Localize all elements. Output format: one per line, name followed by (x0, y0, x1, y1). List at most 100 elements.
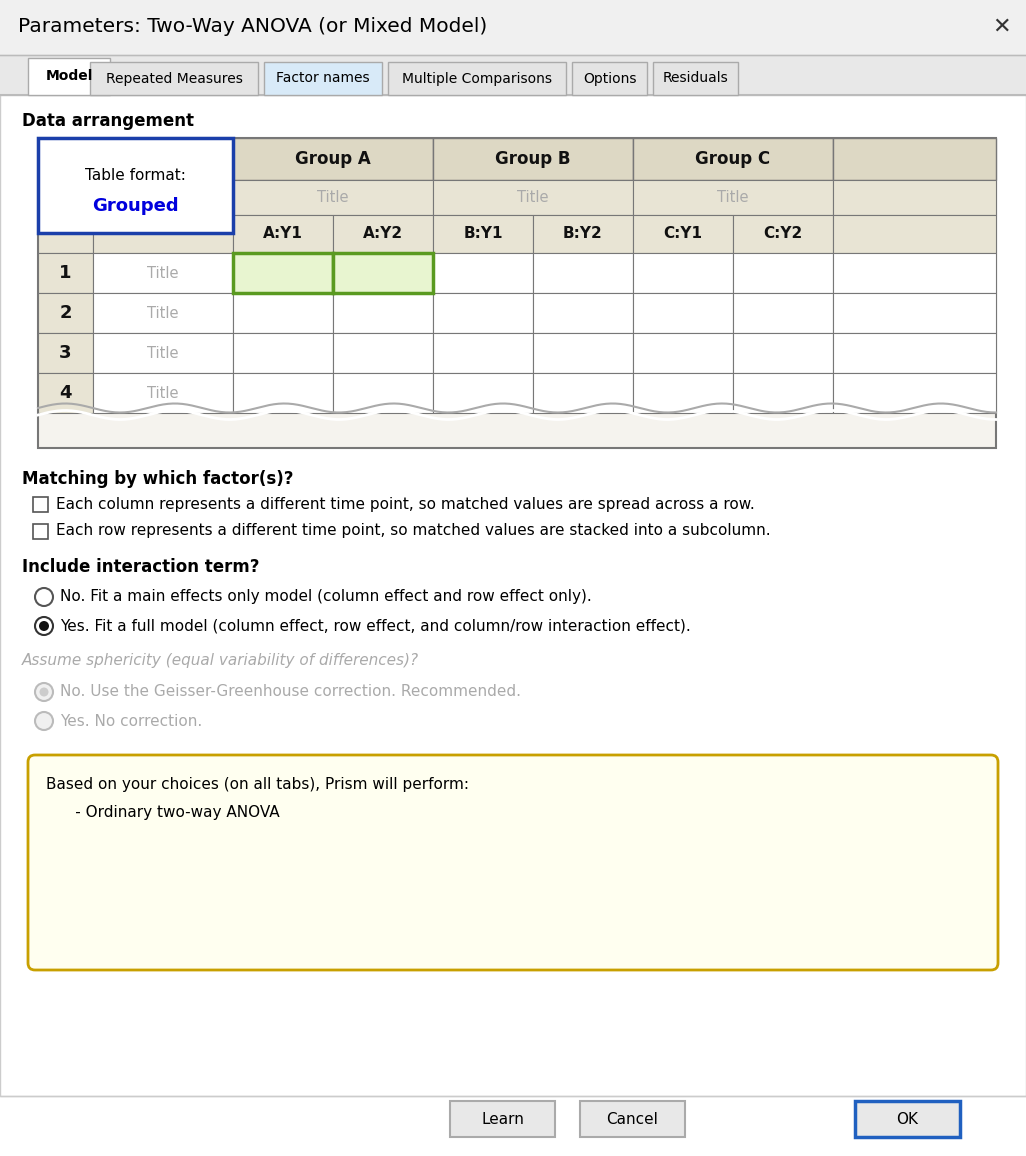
Bar (833, 138, 996, 180)
Text: No. Use the Geisser-Greenhouse correction. Recommended.: No. Use the Geisser-Greenhouse correctio… (60, 684, 521, 699)
Bar (333, 333, 433, 373)
Text: Options: Options (583, 72, 636, 86)
Text: Assume sphericity (equal variability of differences)?: Assume sphericity (equal variability of … (22, 653, 420, 668)
Text: B:Y1: B:Y1 (464, 227, 503, 242)
Bar (733, 215, 833, 253)
Bar (833, 333, 996, 373)
Circle shape (39, 688, 48, 697)
Text: Each column represents a different time point, so matched values are spread acro: Each column represents a different time … (56, 496, 755, 511)
Bar (733, 292, 833, 333)
Bar (450, 1101, 555, 1138)
Text: Cancel: Cancel (606, 1112, 659, 1126)
Bar (633, 373, 733, 413)
Text: C:Y2: C:Y2 (763, 227, 802, 242)
Bar (333, 373, 433, 413)
Bar (633, 138, 833, 180)
Text: No. Fit a main effects only model (column effect and row effect only).: No. Fit a main effects only model (colum… (60, 590, 592, 605)
Bar (633, 333, 733, 373)
Text: Model: Model (45, 69, 92, 83)
Bar (433, 180, 633, 215)
Bar (0, 55, 1026, 95)
Bar (38, 253, 93, 292)
Circle shape (35, 588, 53, 606)
Bar (93, 333, 233, 373)
Text: Group A: Group A (295, 150, 370, 168)
Text: A:Y2: A:Y2 (363, 227, 403, 242)
Bar (633, 215, 733, 253)
Text: B:Y2: B:Y2 (563, 227, 603, 242)
Bar (233, 138, 433, 180)
Bar (580, 1101, 685, 1138)
Bar (0, 0, 1026, 55)
Text: Yes. Fit a full model (column effect, row effect, and column/row interaction eff: Yes. Fit a full model (column effect, ro… (60, 618, 690, 633)
Bar (93, 373, 233, 413)
Circle shape (35, 712, 53, 729)
Text: 1: 1 (60, 264, 72, 282)
Text: Each row represents a different time point, so matched values are stacked into a: Each row represents a different time poi… (56, 524, 771, 539)
Text: Factor names: Factor names (276, 72, 369, 86)
Text: Title: Title (148, 385, 179, 400)
Bar (93, 292, 233, 333)
Bar (33, 524, 48, 539)
Bar (38, 333, 93, 373)
FancyBboxPatch shape (28, 755, 998, 970)
Circle shape (35, 683, 53, 701)
Bar (38, 292, 93, 333)
Circle shape (35, 617, 53, 635)
Text: Title: Title (317, 190, 349, 205)
Bar (433, 373, 532, 413)
Bar (28, 58, 110, 95)
Bar (0, 95, 1026, 1096)
Bar (233, 253, 333, 292)
Bar (38, 215, 93, 253)
Bar (733, 253, 833, 292)
Text: Title: Title (717, 190, 749, 205)
Bar (833, 180, 996, 215)
Text: Repeated Measures: Repeated Measures (106, 72, 242, 86)
Text: Data arrangement: Data arrangement (22, 112, 194, 129)
Text: Learn: Learn (481, 1112, 524, 1126)
Bar (833, 253, 996, 292)
Circle shape (39, 621, 49, 631)
Text: ✕: ✕ (992, 17, 1011, 37)
Text: - Ordinary two-way ANOVA: - Ordinary two-way ANOVA (46, 805, 280, 820)
Bar (433, 138, 633, 180)
Bar (833, 215, 996, 253)
Text: Group B: Group B (496, 150, 570, 168)
Text: Multiple Comparisons: Multiple Comparisons (402, 72, 552, 86)
Bar (93, 215, 233, 253)
Bar (633, 292, 733, 333)
Bar (233, 292, 333, 333)
Text: 3: 3 (60, 344, 72, 362)
Bar (633, 253, 733, 292)
Bar (532, 292, 633, 333)
Bar (333, 253, 433, 292)
Bar (855, 1101, 960, 1138)
Bar (433, 215, 532, 253)
Text: Group C: Group C (696, 150, 771, 168)
Bar (33, 497, 48, 512)
Text: Title: Title (148, 346, 179, 361)
Bar (733, 373, 833, 413)
Text: Based on your choices (on all tabs), Prism will perform:: Based on your choices (on all tabs), Pri… (46, 777, 469, 792)
Text: 2: 2 (60, 304, 72, 323)
Bar (90, 62, 258, 95)
Bar (233, 333, 333, 373)
Text: Title: Title (148, 305, 179, 320)
Bar (532, 215, 633, 253)
Text: Grouped: Grouped (92, 197, 179, 215)
Text: 4: 4 (60, 384, 72, 402)
Text: OK: OK (897, 1112, 918, 1126)
Bar (38, 138, 233, 234)
Text: Residuals: Residuals (663, 72, 728, 86)
Text: C:Y1: C:Y1 (664, 227, 703, 242)
Bar (38, 373, 93, 413)
Bar (633, 180, 833, 215)
Bar (532, 333, 633, 373)
Text: Matching by which factor(s)?: Matching by which factor(s)? (22, 470, 293, 488)
Bar (833, 292, 996, 333)
Bar (532, 373, 633, 413)
Bar (573, 62, 647, 95)
Bar (433, 292, 532, 333)
Bar (233, 373, 333, 413)
